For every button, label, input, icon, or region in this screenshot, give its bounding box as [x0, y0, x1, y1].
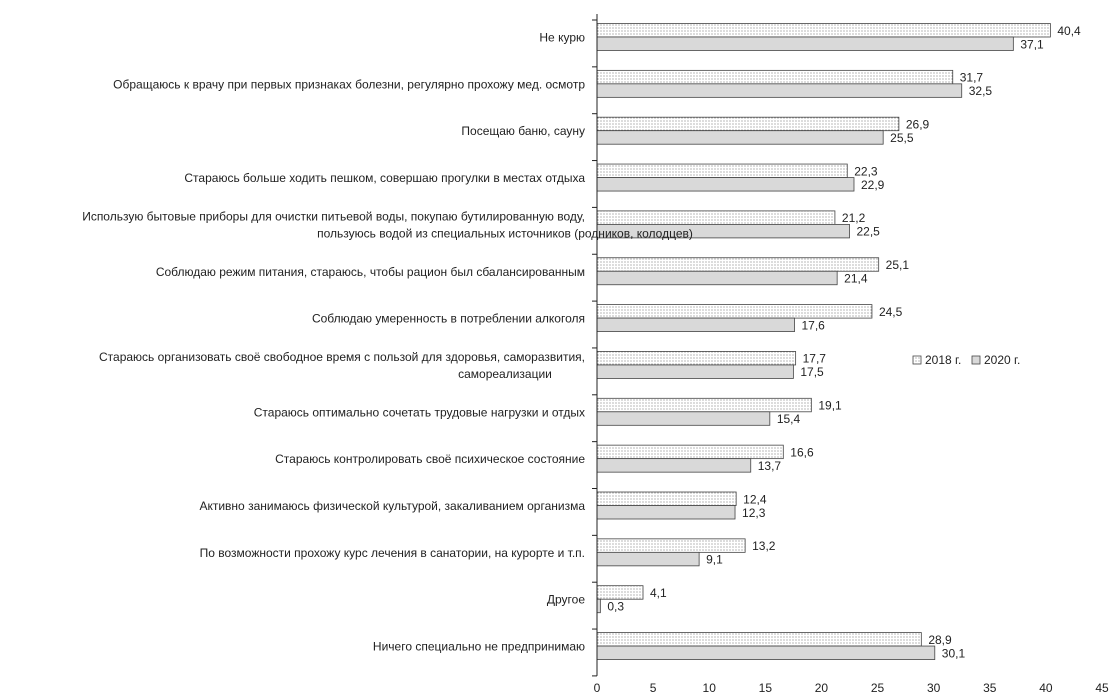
- value-labels-layer: 40,4 37,1 31,732,5 26,925,5 22,322,9 21,222,5…: [607, 24, 1081, 661]
- value-label-2020-13: 30,1: [942, 646, 966, 660]
- category-label-1: Обращаюсь к врачу при первых признаках б…: [113, 77, 585, 91]
- category-label-7-line-2: самореализации: [458, 367, 552, 381]
- bar-2018-4: [596, 210, 836, 225]
- value-label-2020-7: 17,5: [800, 365, 824, 379]
- value-label-2018-9: 16,6: [790, 445, 814, 459]
- legend-swatch-2018: [912, 355, 922, 365]
- x-tick-label-2: 10: [703, 681, 717, 695]
- bar-2018-13: [596, 632, 922, 647]
- category-label-5: Соблюдаю режим питания, стараюсь, чтобы …: [156, 265, 585, 279]
- category-label-0: Не курю: [539, 31, 585, 45]
- x-tick-label-0: 0: [594, 681, 601, 695]
- category-label-12: Другое: [547, 593, 585, 607]
- category-label-7-line-1: Стараюсь организовать своё свободное вре…: [99, 350, 585, 364]
- category-labels-layer: Не курю Обращаюсь к врачу при первых приз…: [82, 31, 693, 654]
- bar-2018-0: [596, 23, 1051, 38]
- x-tick-label-4: 20: [815, 681, 829, 695]
- value-label-2020-5: 21,4: [844, 272, 868, 286]
- category-label-6: Соблюдаю умеренность в потреблении алког…: [312, 312, 585, 326]
- x-tick-label-9: 45: [1095, 681, 1109, 695]
- value-label-2018-7: 17,7: [803, 352, 827, 366]
- bar-2018-11: [596, 538, 746, 553]
- value-label-2020-11: 9,1: [706, 553, 723, 567]
- bar-2018-5: [596, 257, 880, 272]
- bar-2020-13: [596, 645, 936, 660]
- bar-2020-5: [596, 270, 838, 286]
- value-label-2020-3: 22,9: [861, 178, 885, 192]
- x-tick-label-7: 35: [983, 681, 997, 695]
- value-label-2020-9: 13,7: [758, 459, 782, 473]
- value-label-2020-2: 25,5: [890, 131, 914, 145]
- category-label-10: Активно занимаюсь физической культурой, …: [199, 499, 585, 513]
- value-label-2018-13: 28,9: [928, 633, 952, 647]
- x-tick-label-5: 25: [871, 681, 885, 695]
- value-label-2020-1: 32,5: [969, 84, 993, 98]
- bar-2020-10: [596, 505, 736, 520]
- bar-2020-1: [596, 83, 963, 98]
- value-label-2018-1: 31,7: [960, 71, 984, 85]
- value-label-2020-4: 22,5: [857, 225, 881, 239]
- bar-2020-3: [596, 177, 855, 192]
- value-label-2018-3: 22,3: [854, 164, 878, 178]
- bar-2020-6: [596, 317, 795, 333]
- value-label-2018-10: 12,4: [743, 492, 767, 506]
- value-label-2018-8: 19,1: [818, 399, 842, 413]
- category-label-4-line-1: Использую бытовые приборы для очистки пи…: [82, 209, 585, 223]
- value-label-2020-12: 0,3: [607, 599, 624, 613]
- bar-2018-1: [596, 69, 954, 85]
- x-tick-label-1: 5: [650, 681, 657, 695]
- category-label-11: По возможности прохожу курс лечения в са…: [200, 546, 585, 560]
- bar-2018-2: [596, 116, 900, 132]
- category-label-9: Стараюсь контролировать своё психическое…: [275, 452, 585, 466]
- bar-2020-7: [596, 364, 794, 379]
- x-tick-label-8: 40: [1039, 681, 1053, 695]
- value-label-2018-11: 13,2: [752, 539, 776, 553]
- bar-2018-9: [596, 444, 784, 460]
- value-label-2020-8: 15,4: [777, 412, 801, 426]
- bar-2020-9: [596, 458, 752, 473]
- bars-layer: [596, 23, 1051, 660]
- bar-2020-2: [596, 130, 884, 145]
- axes-layer: 0 5 10 15 20 25 30 35 40 45: [592, 14, 1109, 695]
- value-label-2018-4: 21,2: [842, 211, 866, 225]
- bar-2018-8: [596, 397, 812, 413]
- x-tick-label-3: 15: [759, 681, 773, 695]
- bar-2018-3: [596, 163, 848, 178]
- legend: 2018 г. 2020 г.: [912, 353, 1020, 367]
- bar-2020-8: [596, 411, 771, 426]
- bar-2018-12: [596, 585, 644, 600]
- bar-2018-10: [596, 491, 737, 506]
- legend-label-2018: 2018 г.: [925, 353, 961, 367]
- value-label-2018-6: 24,5: [879, 305, 903, 319]
- legend-label-2020: 2020 г.: [984, 353, 1020, 367]
- category-label-8: Стараюсь оптимально сочетать трудовые на…: [254, 405, 585, 419]
- value-label-2018-2: 26,9: [906, 117, 930, 131]
- bar-2020-0: [596, 36, 1014, 51]
- value-label-2018-0: 40,4: [1057, 24, 1081, 38]
- category-label-13: Ничего специально не предпринимаю: [373, 640, 585, 654]
- category-label-2: Посещаю баню, сауну: [461, 124, 585, 138]
- bar-2020-12: [596, 598, 601, 614]
- value-label-2018-5: 25,1: [886, 258, 910, 272]
- bar-2020-11: [596, 551, 700, 567]
- value-label-2020-10: 12,3: [742, 506, 766, 520]
- legend-swatch-2020: [971, 355, 981, 365]
- bar-2018-6: [596, 304, 873, 319]
- category-label-4-line-2: пользуюсь водой из специальных источнико…: [317, 226, 693, 240]
- value-label-2020-0: 37,1: [1020, 37, 1044, 51]
- value-label-2018-12: 4,1: [650, 586, 667, 600]
- bar-2018-7: [596, 351, 797, 366]
- x-tick-label-6: 30: [927, 681, 941, 695]
- category-label-3: Стараюсь больше ходить пешком, совершаю …: [184, 171, 585, 185]
- value-label-2020-6: 17,6: [802, 318, 826, 332]
